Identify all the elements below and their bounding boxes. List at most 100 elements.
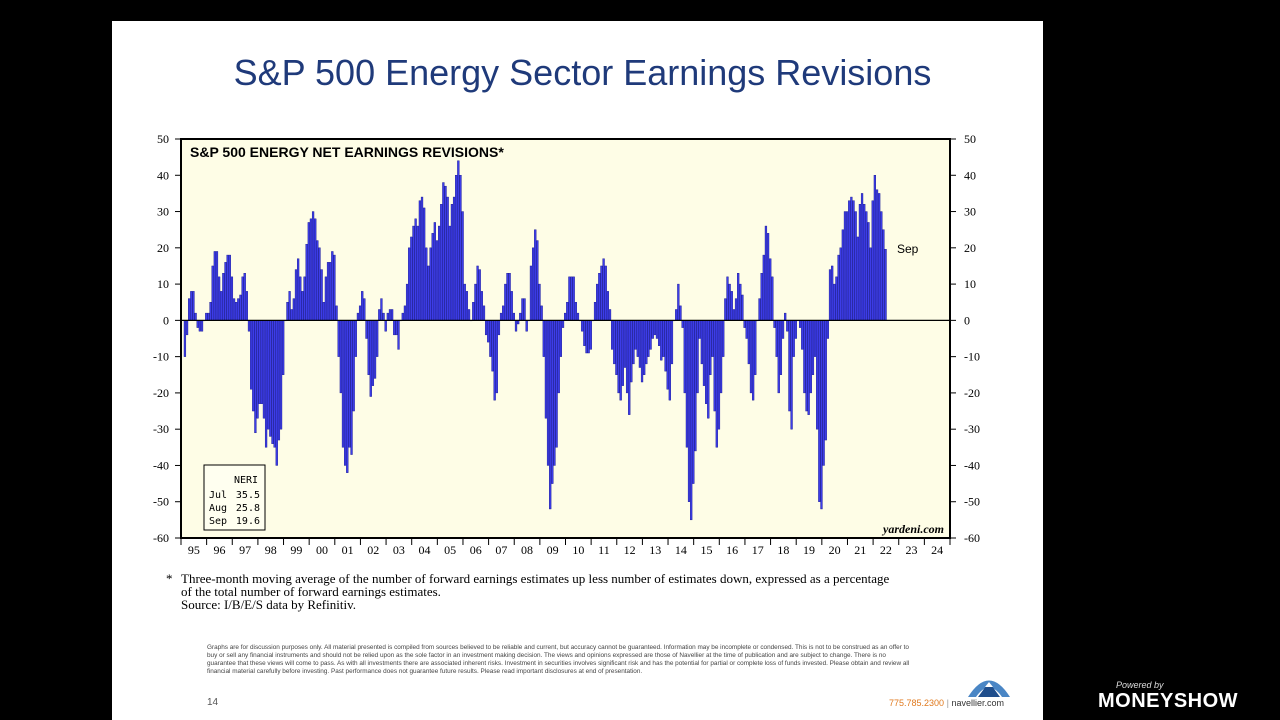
bar [542, 320, 545, 357]
bar [848, 200, 851, 321]
bar [863, 204, 866, 321]
bar [504, 283, 507, 321]
bar [252, 320, 255, 412]
bar [273, 320, 276, 448]
y-tick-label-right: 20 [964, 241, 976, 255]
bar [450, 204, 454, 321]
bar [335, 305, 338, 321]
bar [664, 320, 667, 372]
bar [564, 312, 567, 321]
bar [386, 312, 389, 321]
bar [461, 211, 464, 321]
bar [452, 196, 456, 321]
x-tick-label: 15 [700, 543, 712, 557]
x-tick-label: 00 [316, 543, 328, 557]
bar [813, 320, 817, 357]
bar [643, 320, 646, 375]
bar [581, 320, 584, 332]
bar [194, 312, 197, 321]
bar [373, 320, 377, 379]
x-tick-label: 18 [777, 543, 789, 557]
bar [514, 320, 518, 332]
bar [799, 320, 802, 328]
plot-area [181, 139, 950, 538]
bar [324, 276, 328, 321]
bar [232, 298, 236, 321]
bar [222, 273, 225, 321]
y-tick-label-right: 10 [964, 277, 976, 291]
bar [811, 320, 815, 375]
legend-month: Jul [209, 490, 227, 501]
bar [271, 320, 274, 444]
bar [805, 320, 808, 412]
bar [828, 269, 832, 321]
legend-month: Aug [209, 503, 227, 514]
bar [378, 309, 381, 321]
bar [512, 312, 516, 321]
bar [371, 320, 375, 386]
bar [687, 320, 691, 502]
bar [286, 302, 289, 321]
bar [247, 320, 251, 332]
bar [882, 229, 885, 321]
bar [692, 320, 695, 484]
x-tick-label: 21 [854, 543, 866, 557]
bar [852, 200, 855, 321]
bar [611, 320, 614, 350]
bar [288, 291, 291, 321]
bar [841, 229, 844, 321]
bar [433, 222, 436, 321]
bar [224, 262, 227, 321]
bar [719, 320, 723, 394]
bar [625, 320, 629, 394]
x-tick-label: 16 [726, 543, 738, 557]
bar [559, 320, 563, 357]
bar [628, 320, 631, 415]
bar [837, 254, 840, 321]
bar [758, 298, 761, 321]
bar [739, 283, 742, 321]
website-link[interactable]: navellier.com [951, 698, 1004, 708]
bar [239, 294, 242, 321]
bar [269, 320, 272, 437]
bar [865, 211, 868, 321]
bar [685, 320, 689, 448]
bar [506, 273, 509, 321]
bar [185, 320, 189, 336]
bar [256, 320, 259, 419]
bar [585, 320, 588, 354]
x-tick-label: 12 [624, 543, 636, 557]
x-tick-label: 01 [342, 543, 354, 557]
legend-box: NERI Jul 35.5 Aug 25.8 Sep 19.6 [203, 464, 266, 531]
disclaimer: Graphs are for discussion purposes only.… [207, 644, 910, 675]
bar [730, 291, 733, 321]
y-tick-label-right: -50 [964, 495, 980, 509]
bar [405, 283, 409, 321]
bar [630, 320, 633, 383]
bar [444, 185, 447, 321]
bar [480, 291, 483, 321]
bar [388, 309, 392, 321]
bar [822, 320, 825, 466]
footnote-line: of the total number of forward earnings … [181, 584, 441, 599]
bar [698, 320, 701, 339]
bar [781, 320, 785, 339]
bar [350, 320, 353, 455]
bar [277, 320, 281, 441]
bar [794, 320, 797, 339]
bar [666, 320, 669, 390]
x-tick-label: 96 [213, 543, 225, 557]
bar [508, 273, 511, 321]
bar [484, 320, 488, 336]
bar [854, 211, 857, 321]
bar [188, 298, 191, 321]
bar [472, 302, 475, 321]
bar [519, 312, 522, 321]
footnote: * Three-month moving average of the numb… [166, 572, 889, 611]
bar [260, 320, 263, 404]
bar [875, 189, 879, 321]
bar [820, 320, 823, 510]
bar [331, 251, 334, 321]
bar [561, 320, 565, 328]
bar [589, 320, 592, 350]
